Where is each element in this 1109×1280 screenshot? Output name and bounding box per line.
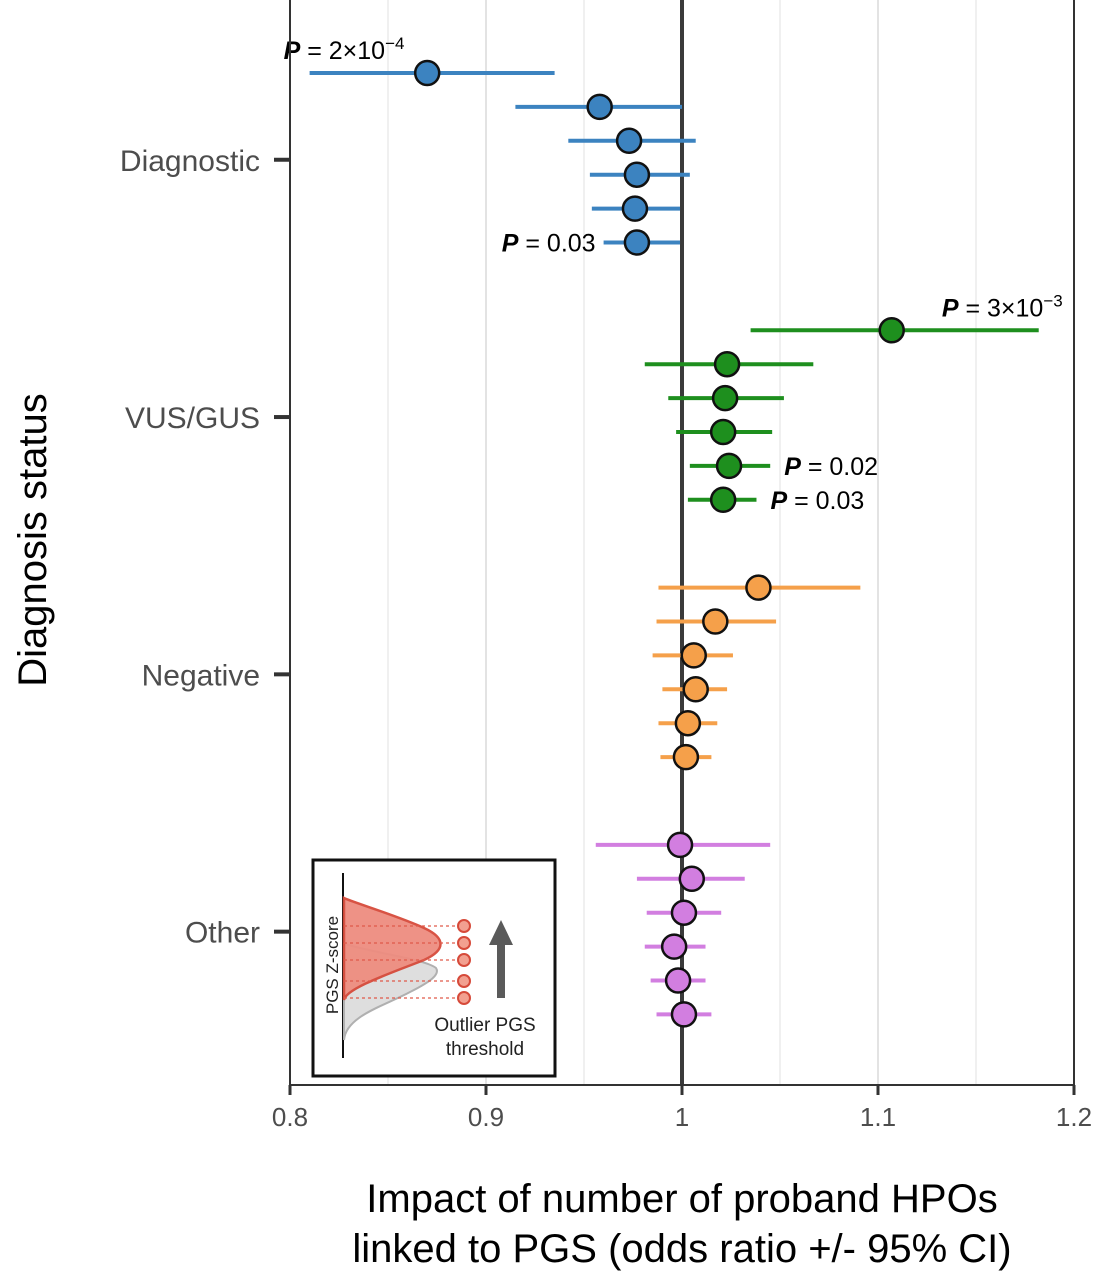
data-series: P = 2×10−4P = 0.03P = 3×10−3P = 0.02P = … — [284, 34, 1063, 1028]
or-point — [615, 127, 643, 155]
p-value-annotation: P = 0.03 — [770, 487, 864, 515]
inset-threshold-label-line-2: threshold — [446, 1039, 524, 1060]
or-point — [623, 229, 651, 256]
or-point — [709, 486, 737, 514]
x-tick-label: 0.8 — [272, 1102, 308, 1132]
inset-threshold-label-line-1: Outlier PGS — [434, 1015, 535, 1036]
or-point — [680, 642, 708, 669]
series-diagnostic: P = 2×10−4 P = 0.03 — [284, 34, 696, 258]
or-point — [709, 418, 737, 446]
inset-marker — [457, 936, 471, 950]
series-negative — [652, 574, 861, 771]
or-point — [623, 161, 651, 188]
p-value-annotation: P = 3×10−3 — [942, 291, 1063, 322]
y-axis-title: Diagnosis status — [11, 393, 55, 686]
inset-threshold-markers — [344, 919, 471, 1005]
y-tick-label: Other — [185, 917, 260, 950]
inset-marker — [457, 919, 471, 933]
or-point — [678, 865, 706, 893]
or-point — [682, 676, 709, 703]
or-point — [745, 574, 772, 601]
inset-marker — [457, 974, 471, 988]
or-point — [711, 384, 739, 412]
p-value-annotation: P = 0.02 — [784, 453, 878, 481]
inset-schematic: PGS Z-score Outlier PGS threshold — [311, 858, 557, 1078]
or-point — [670, 899, 698, 926]
x-axis-title-line-2: linked to PGS (odds ratio +/- 95% CI) — [352, 1227, 1011, 1271]
y-tick-label: Negative — [142, 659, 260, 692]
or-point — [713, 350, 741, 378]
or-point — [621, 195, 649, 222]
y-tick-label: Diagnostic — [120, 145, 260, 178]
or-point — [715, 452, 743, 480]
x-tick-label: 1.1 — [860, 1102, 896, 1132]
x-axis: 0.8 0.9 1 1.1 1.2 — [272, 1085, 1092, 1132]
inset-marker — [457, 991, 471, 1005]
or-point — [672, 743, 700, 771]
or-point — [660, 933, 688, 960]
or-point — [664, 967, 692, 994]
series-other — [595, 831, 771, 1028]
or-point — [878, 317, 905, 344]
x-tick-label: 1.2 — [1056, 1102, 1092, 1132]
or-point — [670, 1001, 698, 1028]
or-point — [674, 709, 702, 737]
or-point — [666, 831, 694, 859]
or-point — [413, 59, 441, 87]
y-axis: Diagnostic VUS/GUS Negative Other — [120, 145, 290, 950]
up-arrow-icon — [489, 920, 513, 998]
p-value-annotation: P = 0.03 — [502, 230, 596, 258]
x-tick-label: 1 — [675, 1102, 689, 1132]
inset-axis-label: PGS Z-score — [323, 916, 342, 1014]
x-axis-title-line-1: Impact of number of proband HPOs — [366, 1177, 997, 1221]
y-tick-label: VUS/GUS — [125, 402, 260, 435]
or-point — [586, 93, 613, 121]
or-point — [702, 608, 729, 635]
x-tick-label: 0.9 — [468, 1102, 504, 1132]
inset-marker — [457, 953, 471, 967]
series-vus-gus: P = 3×10−3 P = 0.02 P = 0.03 — [644, 291, 1063, 515]
p-value-annotation: P = 2×10−4 — [284, 34, 405, 65]
inset-upper-distribution — [342, 895, 442, 1001]
